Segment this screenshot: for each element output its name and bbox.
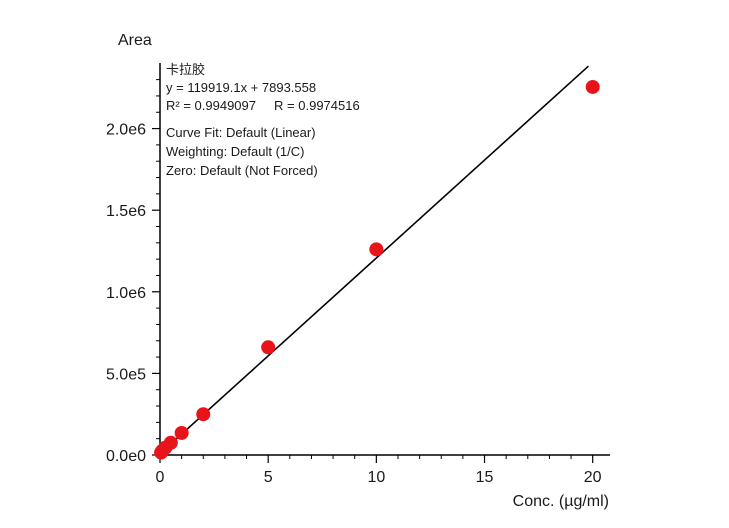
data-point <box>261 340 276 355</box>
y-tick-label: 2.0e6 <box>106 122 146 139</box>
fit-annotation: 卡拉胶 y = 119919.1x + 7893.558 R² = 0.9949… <box>166 62 360 178</box>
minor-ticks <box>156 79 572 459</box>
y-tick-label: 1.5e6 <box>106 203 146 220</box>
fit-line <box>159 65 589 455</box>
data-point <box>196 407 211 422</box>
x-axis-title: Conc. (µg/ml) <box>513 493 609 510</box>
y-axis-title: Area <box>118 32 152 49</box>
annotation-equation: y = 119919.1x + 7893.558 <box>166 80 316 95</box>
x-tick-label: 10 <box>367 469 385 486</box>
data-point <box>174 425 189 440</box>
annotation-title: 卡拉胶 <box>166 62 205 77</box>
tick-labels: 0 5 10 15 20 0.0e0 5.0e5 1.0e6 1.5e6 2.0e6 <box>106 122 602 486</box>
x-tick-label: 15 <box>476 469 494 486</box>
x-tick-label: 20 <box>584 469 602 486</box>
data-point <box>369 242 384 257</box>
x-tick-label: 0 <box>156 469 165 486</box>
x-tick-label: 5 <box>264 469 273 486</box>
annotation-weighting: Weighting: Default (1/C) <box>166 144 305 159</box>
annotation-curve-fit: Curve Fit: Default (Linear) <box>166 125 316 140</box>
annotation-r-values: R² = 0.9949097 R = 0.9974516 <box>166 98 360 113</box>
data-point <box>585 79 600 94</box>
major-ticks <box>152 127 594 463</box>
y-tick-label: 0.0e0 <box>106 448 146 465</box>
data-points <box>154 79 600 460</box>
axes <box>159 63 610 456</box>
data-point <box>163 435 178 450</box>
y-tick-label: 5.0e5 <box>106 366 146 383</box>
annotation-zero: Zero: Default (Not Forced) <box>166 163 318 178</box>
y-tick-label: 1.0e6 <box>106 285 146 302</box>
